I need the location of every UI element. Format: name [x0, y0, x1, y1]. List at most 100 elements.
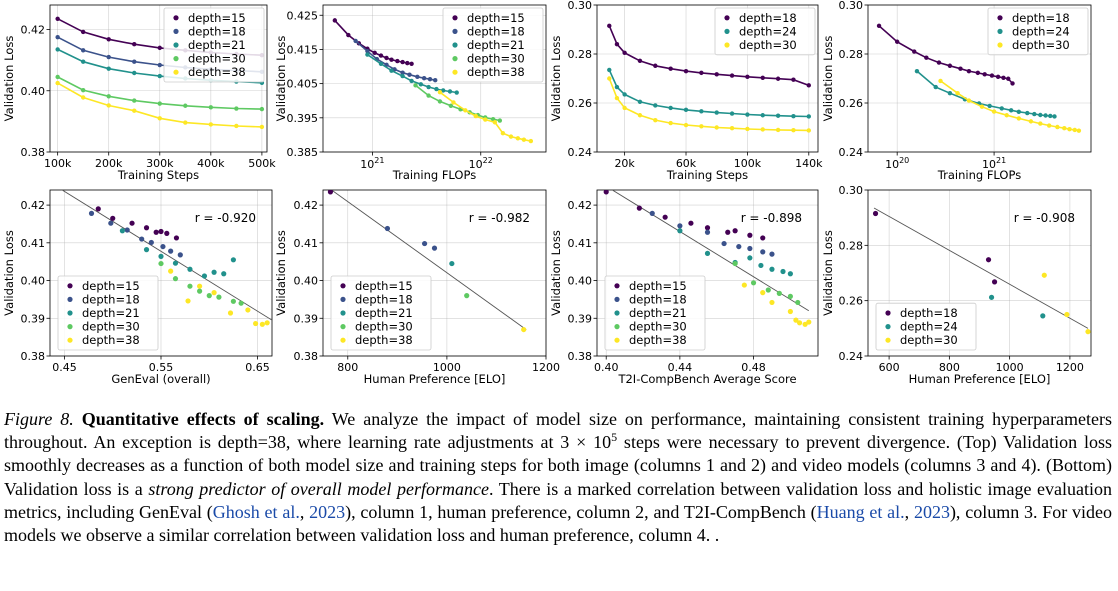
data-point [132, 108, 137, 113]
chart-c6: 0.38 0.39 0.40 0.41 0.42 800 1000 1200 Human Pre… [274, 189, 560, 386]
data-point [413, 83, 418, 88]
x-axis-label: Training FLOPs [392, 168, 476, 182]
data-point [124, 227, 130, 233]
data-point [987, 103, 992, 109]
x-tick-label: 1000 [996, 361, 1024, 374]
legend-marker [724, 28, 730, 34]
legend-marker [67, 283, 73, 289]
series-depth-15 [327, 190, 334, 195]
y-tick-label: 0.38 [568, 350, 593, 363]
data-point [409, 78, 414, 84]
data-point [384, 55, 389, 61]
plot-area [332, 18, 534, 144]
data-point [187, 283, 193, 289]
data-point [662, 214, 668, 220]
data-point [637, 113, 643, 118]
data-point [164, 230, 170, 236]
legend-marker [614, 296, 620, 302]
series-depth-18 [876, 23, 1015, 86]
data-point [437, 89, 443, 95]
chart-c5: 0.38 0.39 0.40 0.41 0.42 0.45 0.55 0.65 GenEval … [2, 189, 273, 386]
caption-cite2-sep: , [904, 501, 914, 522]
legend-marker [452, 69, 458, 75]
series-depth-24 [988, 294, 1046, 319]
citation-huang-link[interactable]: Huang et al. [816, 501, 905, 522]
data-point [924, 55, 929, 60]
data-point [1028, 119, 1034, 124]
data-point [637, 58, 643, 64]
chart-c7: 0.38 0.39 0.40 0.41 0.42 0.40 0.44 0.48T2I-Comp… [549, 189, 819, 386]
legend-marker [614, 283, 620, 289]
data-point [148, 239, 154, 246]
data-point [208, 105, 214, 110]
correlation-label: r = -0.982 [469, 211, 530, 225]
data-point [688, 220, 694, 226]
data-point [745, 112, 750, 117]
x-tick-label: 100k [44, 157, 72, 170]
data-point [264, 320, 270, 326]
data-point [677, 228, 683, 234]
plot-area [327, 190, 527, 333]
caption-math: 3 × 105 [560, 431, 617, 452]
y-tick-label: 0.41 [568, 237, 593, 250]
citation-ghosh-link[interactable]: Ghosh et al. [212, 501, 300, 522]
figure-caption: Figure 8. Quantitative effects of scalin… [4, 408, 1112, 547]
legend-marker [340, 283, 346, 289]
x-tick-label: 1000 [433, 361, 461, 374]
data-point [796, 320, 803, 326]
data-point [259, 321, 265, 327]
data-point [750, 280, 757, 286]
x-axis-label: GenEval (overall) [111, 372, 210, 386]
data-point [221, 271, 227, 277]
legend-marker [340, 324, 346, 330]
data-point [177, 252, 183, 258]
data-point [806, 319, 812, 325]
legend-marker [614, 324, 620, 330]
data-point [758, 262, 764, 269]
data-point [775, 113, 781, 118]
y-tick-label: 0.40 [294, 275, 319, 288]
data-point [515, 136, 521, 141]
data-point [119, 228, 125, 234]
data-point [88, 210, 95, 216]
data-point [378, 53, 384, 58]
data-point [793, 317, 799, 323]
legend-label: depth=24 [1012, 24, 1070, 38]
legend-label: depth=30 [188, 52, 246, 66]
citation-huang-year-link[interactable]: 2023 [913, 501, 950, 522]
data-point [795, 299, 801, 306]
data-point [108, 220, 114, 226]
data-point [958, 66, 963, 71]
data-point [745, 126, 750, 132]
data-point [729, 111, 735, 116]
y-tick-label: 0.40 [568, 275, 593, 288]
y-tick-label: 0.39 [21, 312, 46, 325]
data-point [434, 86, 439, 92]
data-point [157, 101, 162, 106]
data-point [614, 84, 620, 90]
data-point [732, 228, 738, 234]
x-tick-label: 0.65 [245, 361, 270, 374]
data-point [1038, 112, 1043, 118]
x-tick-label: 0.55 [149, 361, 174, 374]
y-tick-label: 0.42 [294, 199, 319, 212]
data-point [985, 257, 992, 263]
legend-label: depth=30 [355, 320, 413, 334]
legend-marker [173, 15, 179, 21]
citation-ghosh-year-link[interactable]: 2023 [309, 501, 346, 522]
data-point [668, 66, 673, 71]
data-point [747, 232, 753, 238]
data-point [636, 205, 642, 211]
data-point [433, 78, 438, 83]
data-point [760, 113, 765, 118]
data-point [451, 100, 456, 105]
data-point [729, 126, 735, 131]
data-point [157, 45, 162, 51]
caption-text-5: ), column 3. For video models we observe… [4, 501, 1113, 546]
data-point [211, 269, 217, 275]
data-point [791, 77, 796, 82]
series-depth-30 [158, 260, 244, 306]
data-point [132, 70, 137, 76]
legend-marker [885, 324, 891, 330]
data-point [1032, 111, 1037, 117]
